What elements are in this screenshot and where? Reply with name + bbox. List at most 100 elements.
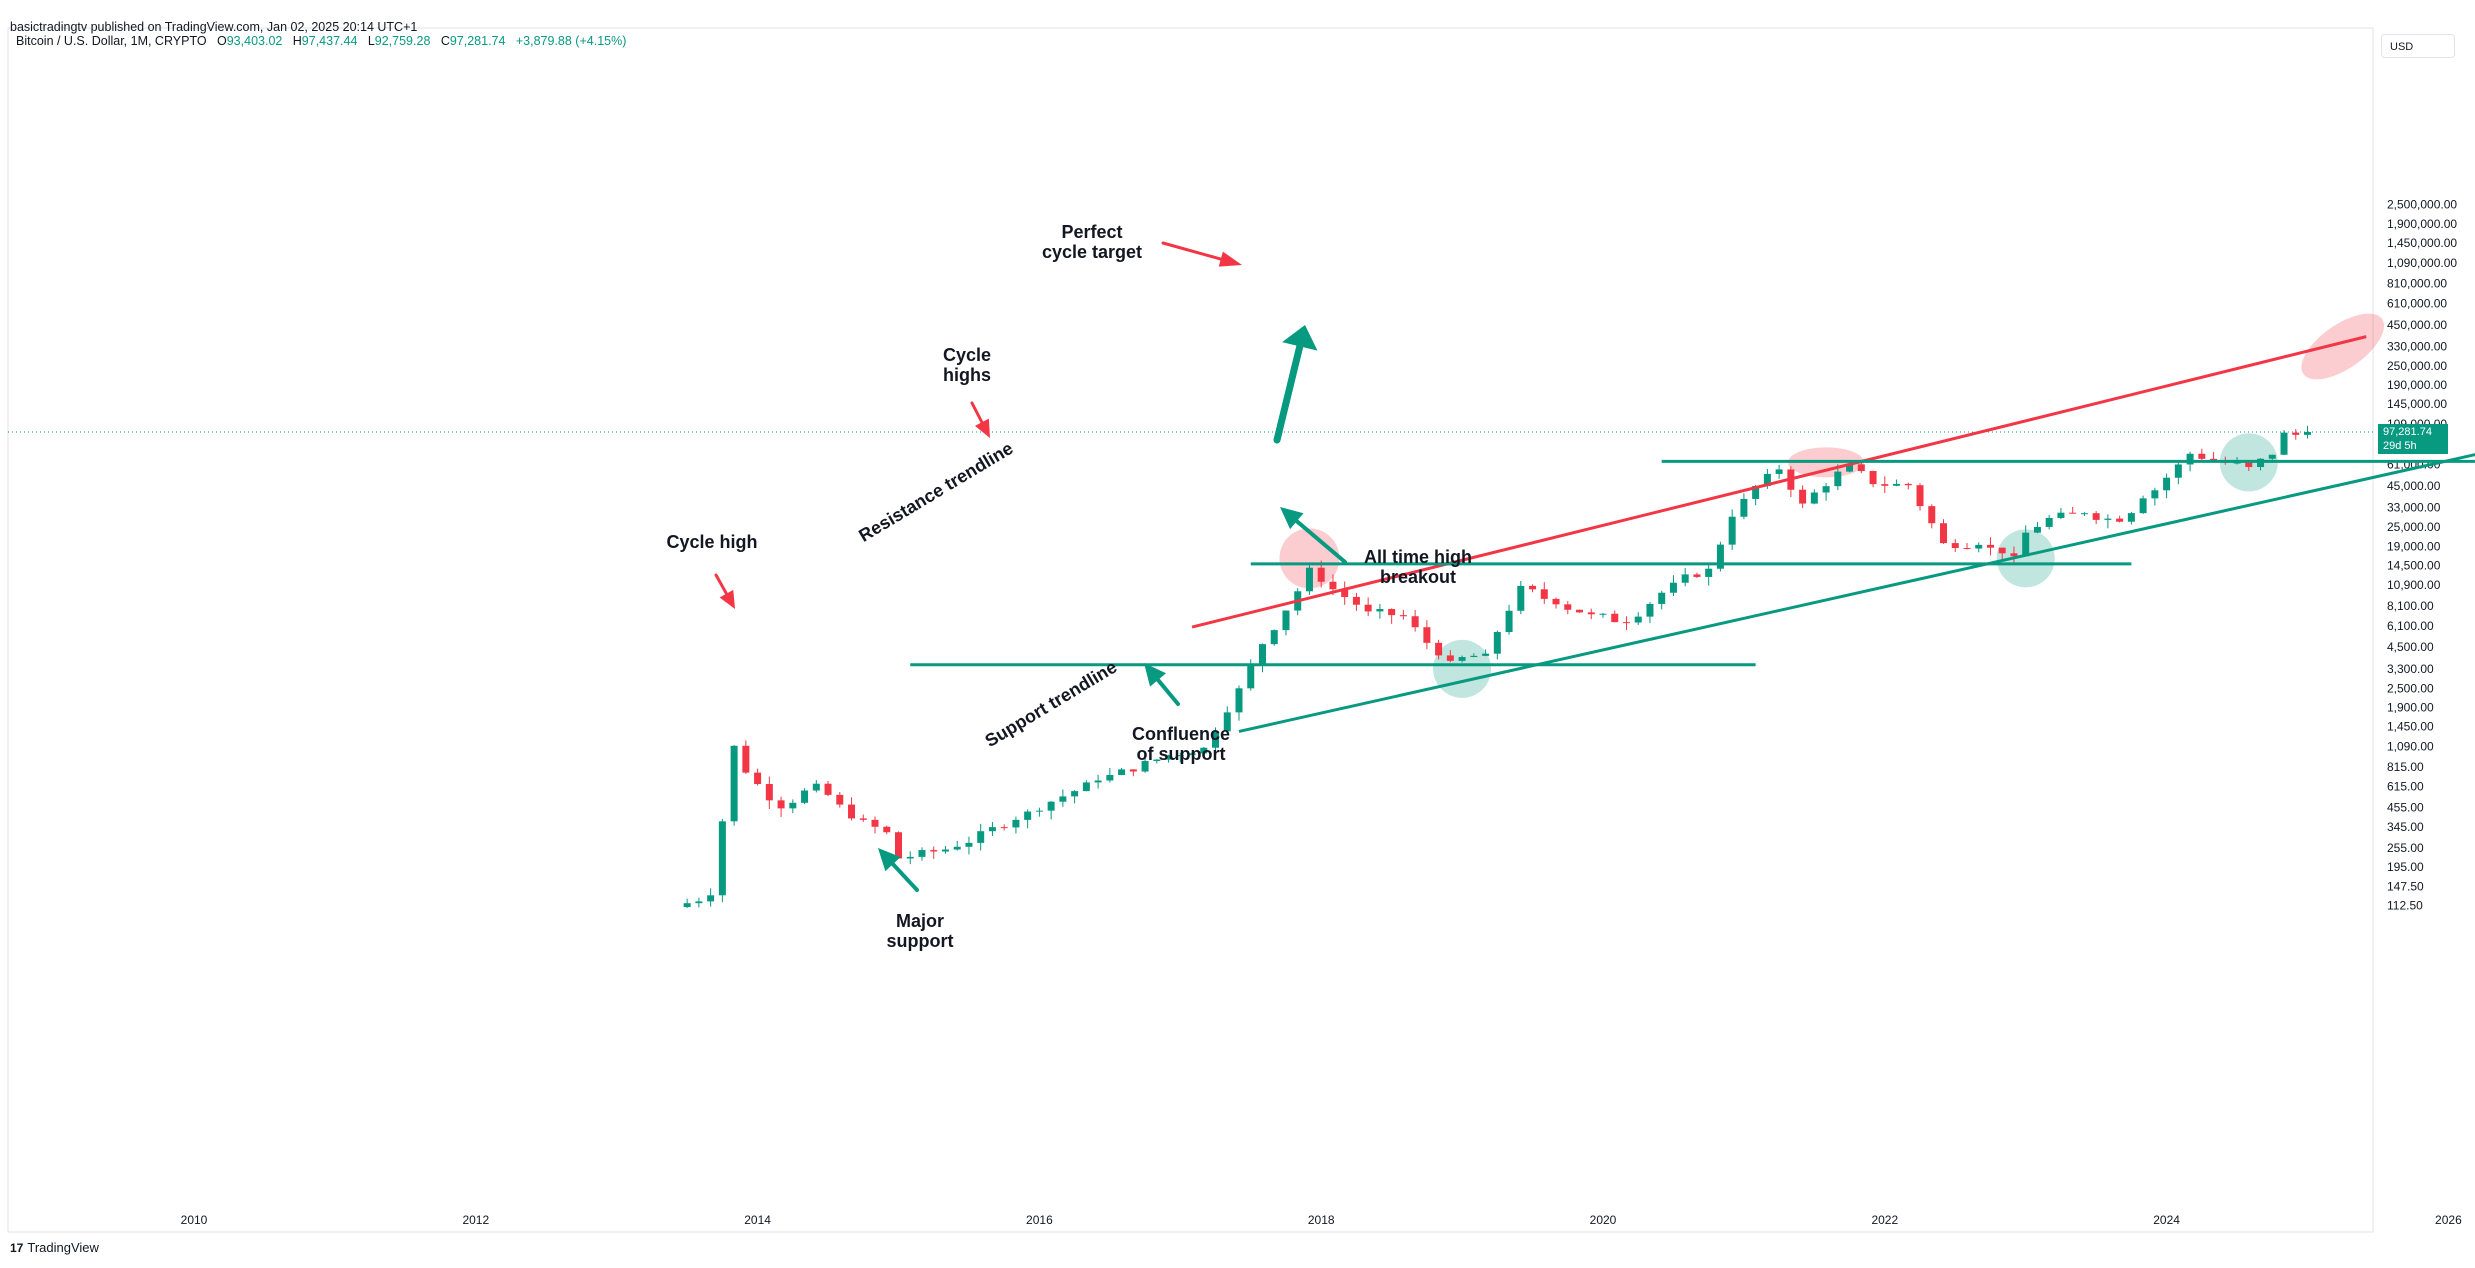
candle-body [1775,469,1783,474]
candle-body [1763,473,1771,486]
candle-body [1458,657,1466,661]
candle-body [1611,613,1619,623]
candle-body [1928,506,1936,524]
candle-body [2233,462,2241,464]
candle-body [1529,585,1537,590]
x-tick-label: 2022 [1871,1213,1898,1227]
ath-breakout-arrow-icon-shaft [1294,519,1347,564]
candle-body [1869,471,1877,485]
candle-body [941,849,949,852]
symbol-label[interactable]: Bitcoin / U.S. Dollar, 1M, CRYPTO [16,34,207,48]
confluence-arrow-icon [1144,663,1180,706]
y-tick-label: 1,450,000.00 [2387,236,2457,250]
candle-body [2210,458,2218,461]
candle-body [1071,791,1079,797]
candle-body [1082,782,1090,792]
candle-body [1435,642,1443,656]
candle-body [1411,616,1419,628]
open-value: 93,403.02 [226,34,283,48]
candle-body [1799,489,1807,504]
cycle-highs-arrow-icon [970,401,990,438]
candle-body [1247,664,1255,689]
candle-body [1658,592,1666,604]
candle-body [695,901,703,904]
candle-body [1106,774,1114,781]
candle-body [2304,432,2311,435]
change-value: +3,879.88 (+4.15%) [515,34,627,48]
candle-body [2139,498,2147,514]
candle-body [2010,553,2018,557]
candle-body [1141,760,1149,772]
candle-body [918,850,926,857]
y-tick-label: 1,900,000.00 [2387,217,2457,231]
candle-body [1035,810,1043,812]
candle-body [742,745,750,773]
candle-body [1470,655,1478,658]
y-tick-label: 345.00 [2387,820,2424,834]
tradingview-logo-icon: 17 [10,1240,24,1255]
cycle-high-arrow-icon-head [719,589,735,609]
candle-body [683,903,691,907]
candle-body [1118,769,1126,775]
x-tick-label: 2010 [181,1213,208,1227]
candle-body [2045,517,2053,527]
ath-breakout-arrow-icon [1280,507,1347,564]
candle-body [1693,574,1701,577]
y-tick-label: 33,000.00 [2387,501,2441,515]
candle-countdown: 29d 5h [2383,440,2417,452]
y-tick-label: 610,000.00 [2387,296,2447,310]
confluence-label: of support [1137,744,1226,764]
candle-body [824,783,832,795]
plot-frame [7,27,2374,1233]
upside-arrow-icon-head [1282,325,1318,351]
candle-body [2116,518,2124,522]
candle-body [2292,432,2300,435]
candle-body [965,842,973,847]
candle-body [1493,632,1501,654]
y-tick-label: 815.00 [2387,760,2424,774]
candle-body [930,850,938,852]
currency-button[interactable]: USD [2381,34,2455,58]
all-time-high-label: breakout [1380,567,1456,587]
candle-body [1212,731,1220,748]
candle-body [1576,609,1584,613]
cycle-high-arrow-icon-shaft [714,573,728,596]
cycle-high-label: Cycle high [666,532,757,552]
y-tick-label: 2,500.00 [2387,681,2434,695]
candle-body [1646,603,1654,617]
candle-body [1200,747,1208,754]
tradingview-footer[interactable]: 17 TradingView [10,1240,99,1255]
cycle-highs-arrow-icon-shaft [970,401,984,424]
candle-body [1564,604,1572,610]
candle-body [1012,819,1020,828]
candle-body [801,790,809,803]
candle-body [730,745,738,822]
y-tick-label: 2,500,000.00 [2387,198,2457,212]
candle-body [1998,547,2006,554]
candle-body [1940,523,1948,544]
confluence-marker [1996,529,2055,588]
y-tick-label: 330,000.00 [2387,339,2447,353]
candle-body [2174,464,2182,478]
candle-body [1834,471,1842,487]
candle-body [836,794,844,805]
candle-body [765,784,773,801]
candle-body [2033,526,2041,533]
y-tick-label: 455.00 [2387,801,2424,815]
confluence-arrow-icon-shaft [1156,677,1180,706]
support-trendline-label: Support trendline [981,657,1120,751]
candle-body [1951,543,1959,549]
candle-body [2268,454,2276,459]
candle-body [754,772,762,785]
candle-body [2151,490,2159,499]
candle-body [1129,769,1137,772]
candle-body [1599,613,1607,615]
candle-body [1329,581,1337,590]
cycle-highs-label: highs [943,365,991,385]
candle-body [871,819,879,827]
candle-body [848,804,856,819]
y-tick-label: 6,100.00 [2387,619,2434,633]
candle-body [812,783,820,791]
candle-body [2022,532,2030,557]
